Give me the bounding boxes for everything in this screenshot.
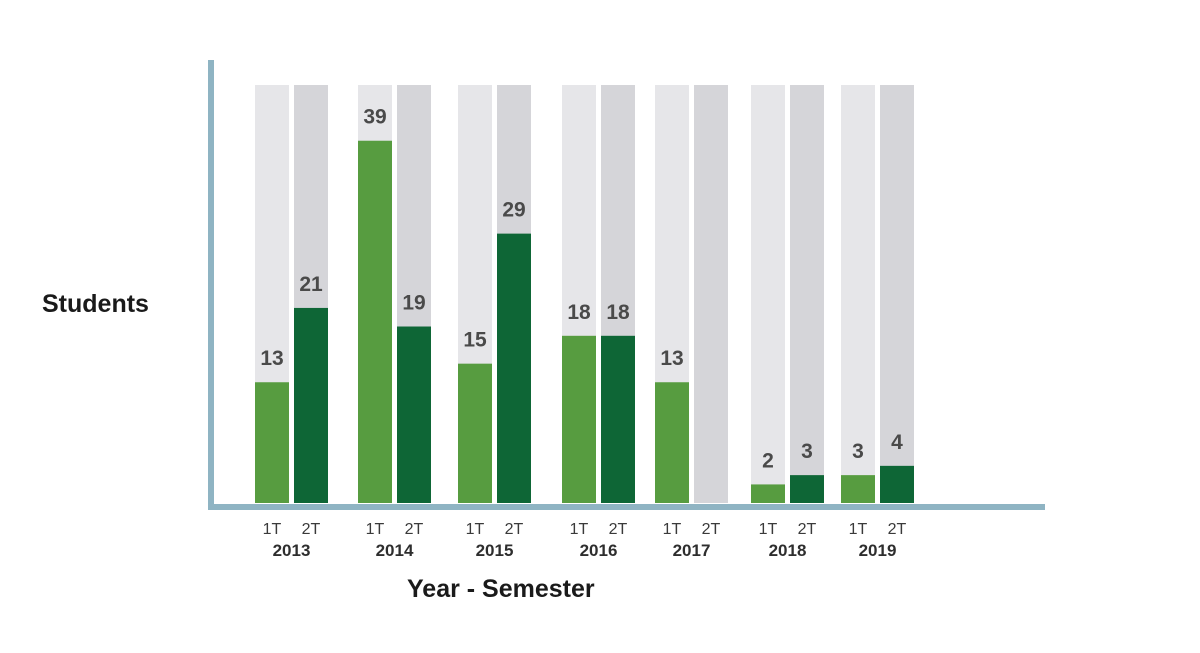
bar-2019-1T: [841, 475, 875, 503]
x-axis-label: Year - Semester: [407, 575, 595, 603]
bar-2018-1T: [751, 484, 785, 503]
tick-label-2014-1T: 1T: [366, 521, 385, 538]
bar-2016-2T: [601, 335, 635, 503]
bar-2016-1T: [562, 335, 596, 503]
tick-label-2013-1T: 1T: [263, 521, 282, 538]
year-label-2017: 2017: [673, 541, 711, 560]
year-label-2015: 2015: [476, 541, 514, 560]
bar-2017-1T: [655, 382, 689, 503]
year-label-2018: 2018: [769, 541, 807, 560]
tick-label-2016-2T: 2T: [609, 521, 628, 538]
axes-group: [208, 60, 1045, 510]
y-axis-label: Students: [42, 290, 149, 318]
tick-label-2015-2T: 2T: [505, 521, 524, 538]
tick-labels-group: 1T 2T 1T 2T 1T 2T 1T 2T 1T 2T 1T 2T 1T 2T: [263, 521, 907, 538]
tick-label-2016-1T: 1T: [570, 521, 589, 538]
bar-track-2017-2T: [694, 85, 728, 503]
value-label-2014-1T: 39: [363, 106, 386, 129]
bar-2018-2T: [790, 475, 824, 503]
value-label-2019-2T: 4: [891, 431, 903, 454]
bar-2019-2T: [880, 465, 914, 503]
bar-2013-2T: [294, 307, 328, 503]
value-label-2018-1T: 2: [762, 449, 774, 472]
tick-label-2015-1T: 1T: [466, 521, 485, 538]
bar-2015-1T: [458, 363, 492, 503]
bar-track-2019-2T: [880, 85, 914, 503]
bar-track-2019-1T: [841, 85, 875, 503]
value-labels-group: 13 21 39 19 15 29 18 18 13 2 3 3 4: [260, 106, 903, 473]
value-label-2016-1T: 18: [567, 301, 591, 324]
year-labels-group: 2013 2014 2015 2016 2017 2018 2019: [273, 541, 897, 560]
tick-label-2018-1T: 1T: [759, 521, 778, 538]
value-label-2015-2T: 29: [502, 199, 525, 222]
value-label-2017-1T: 13: [660, 347, 683, 370]
tick-label-2018-2T: 2T: [798, 521, 817, 538]
bar-2014-1T: [358, 140, 392, 503]
bar-2015-2T: [497, 233, 531, 503]
value-label-2019-1T: 3: [852, 440, 864, 463]
tick-label-2013-2T: 2T: [302, 521, 321, 538]
value-label-2018-2T: 3: [801, 440, 813, 463]
tick-label-2017-2T: 2T: [702, 521, 721, 538]
value-label-2015-1T: 15: [463, 329, 487, 352]
year-label-2013: 2013: [273, 541, 311, 560]
year-label-2016: 2016: [580, 541, 618, 560]
year-label-2014: 2014: [376, 541, 414, 560]
value-label-2016-2T: 18: [606, 301, 630, 324]
year-label-2019: 2019: [859, 541, 897, 560]
tick-label-2014-2T: 2T: [405, 521, 424, 538]
bar-track-2018-1T: [751, 85, 785, 503]
bar-2013-1T: [255, 382, 289, 503]
bars-group: [255, 140, 914, 503]
tick-label-2019-1T: 1T: [849, 521, 868, 538]
bar-2014-2T: [397, 326, 431, 503]
value-label-2013-2T: 21: [299, 273, 323, 296]
value-label-2013-1T: 13: [260, 347, 283, 370]
tick-label-2019-2T: 2T: [888, 521, 907, 538]
tick-label-2017-1T: 1T: [663, 521, 682, 538]
value-label-2014-2T: 19: [402, 292, 425, 315]
bar-track-2018-2T: [790, 85, 824, 503]
